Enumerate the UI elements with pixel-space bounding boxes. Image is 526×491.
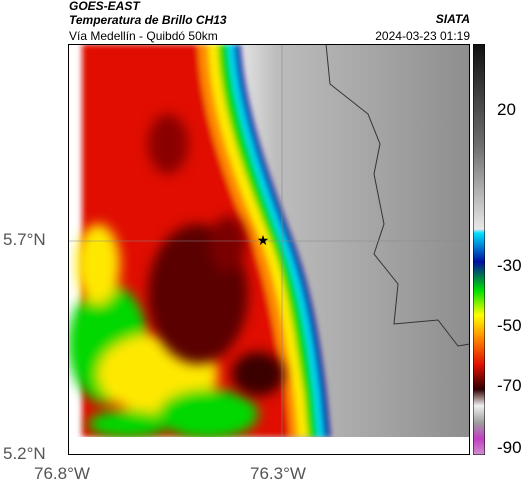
satellite-label: GOES-EAST xyxy=(69,0,140,13)
colorbar-tick-20: 20 xyxy=(497,100,516,119)
x-tick-76-8w: 76.8°W xyxy=(34,464,90,483)
region-label: Vía Medellín - Quibdó 50km xyxy=(69,29,218,43)
colorbar xyxy=(473,44,485,455)
colorbar-tick-minus90: -90 xyxy=(497,438,522,457)
colorbar-tick-minus70: -70 xyxy=(497,376,522,395)
department-border xyxy=(325,44,470,347)
colorbar-tick-minus50: -50 xyxy=(497,316,522,335)
y-tick-5-2n: 5.2°N xyxy=(3,444,46,463)
y-tick-5-7n: 5.7°N xyxy=(3,230,46,249)
agency-label: SIATA xyxy=(435,12,470,26)
colorbar-tick-minus30: -30 xyxy=(497,256,522,275)
cold-cores xyxy=(148,114,284,396)
product-title: Temperatura de Brillo CH13 xyxy=(69,13,227,27)
brightness-temperature-map: ★ xyxy=(68,44,470,455)
map-frame xyxy=(68,44,470,455)
star-icon: ★ xyxy=(257,233,270,249)
datetime-label: 2024-03-23 01:19 xyxy=(375,29,470,43)
x-tick-76-3w: 76.3°W xyxy=(250,464,306,483)
